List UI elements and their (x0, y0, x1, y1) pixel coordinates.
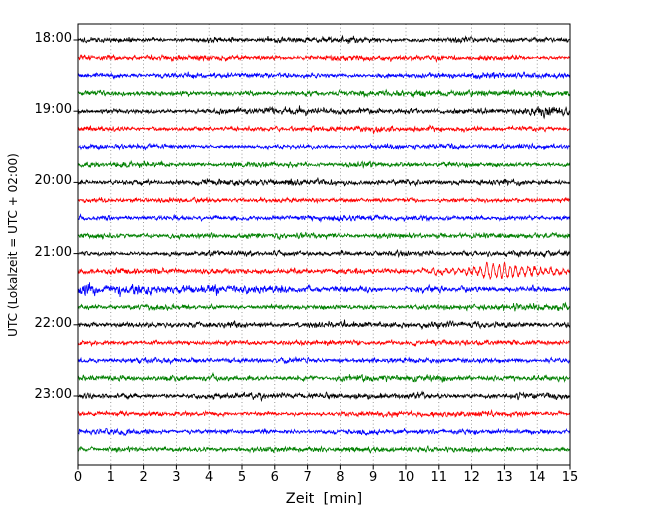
seismogram-trace-22:00 (77, 319, 571, 330)
y-axis-label: UTC (Lokalzeit = UTC + 02:00) (6, 153, 20, 337)
seismogram-trace-23:15 (77, 408, 571, 419)
x-tick-label: 8 (336, 470, 345, 485)
y-tick-label: 23:00 (34, 387, 72, 402)
y-tick-label: 21:00 (34, 244, 72, 260)
seismogram-trace-22:30 (77, 356, 571, 366)
seismogram-trace-23:45 (77, 445, 571, 454)
x-tick-label: 5 (237, 470, 247, 485)
seismogram-trace-21:15 (77, 261, 571, 280)
seismogram-trace-19:45 (77, 159, 571, 170)
seismogram-trace-22:45 (77, 371, 571, 383)
x-axis-label: Zeit [min] (285, 491, 363, 507)
y-tick-label: 19:00 (34, 102, 72, 118)
seismogram-trace-20:30 (77, 213, 571, 223)
seismogram-trace-18:45 (77, 88, 571, 99)
seismogram-trace-21:30 (77, 282, 571, 298)
seismogram-trace-18:15 (77, 53, 571, 64)
plot-frame (77, 23, 571, 466)
x-tick-label: 11 (430, 470, 448, 485)
seismogram-trace-21:45 (77, 301, 570, 312)
seismogram-trace-19:00 (77, 105, 571, 120)
x-tick-label: 1 (106, 470, 115, 485)
seismogram-trace-19:30 (77, 142, 571, 151)
x-tick-label: 13 (496, 470, 513, 485)
x-tick-label: 15 (561, 470, 579, 485)
x-tick-label: 4 (205, 470, 214, 485)
x-tick-label: 2 (139, 470, 148, 485)
x-tick-label: 0 (73, 470, 83, 485)
x-tick-label: 12 (463, 470, 480, 485)
seismogram-trace-18:30 (77, 71, 571, 80)
seismogram-trace-20:45 (77, 231, 571, 241)
x-tick-label: 3 (172, 470, 181, 485)
seismogram-trace-23:30 (77, 427, 571, 437)
y-tick-label: 18:00 (34, 31, 72, 46)
x-tick-label: 6 (270, 470, 279, 485)
x-tick-label: 10 (397, 470, 415, 485)
seismogram-trace-20:00 (77, 176, 571, 188)
x-tick-label: 9 (369, 470, 378, 485)
seismogram-trace-18:00 (77, 34, 571, 45)
seismogram-trace-19:15 (77, 124, 571, 135)
x-tick-label: 7 (303, 470, 312, 485)
y-tick-label: 20:00 (34, 173, 72, 189)
seismogram-trace-22:15 (77, 338, 571, 348)
seismogram-trace-20:15 (77, 196, 571, 205)
x-tick-label: 14 (528, 470, 546, 485)
seismogram-trace-21:00 (77, 248, 571, 259)
seismogram-trace-23:00 (77, 390, 571, 403)
y-tick-label: 22:00 (34, 315, 72, 331)
